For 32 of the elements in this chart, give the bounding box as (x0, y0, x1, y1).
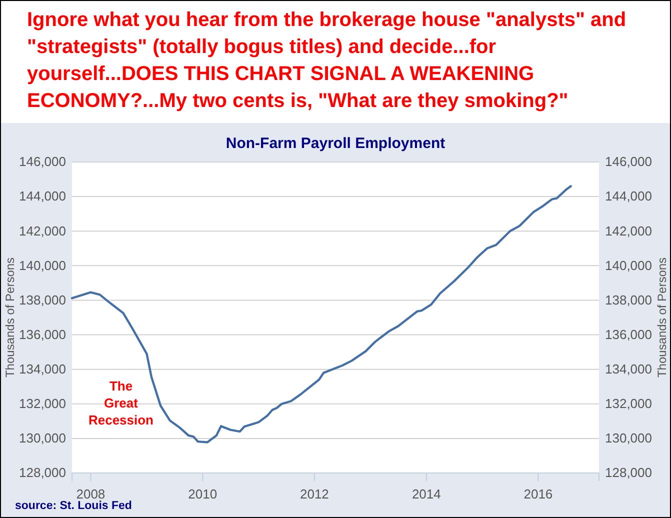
y2-tick-label: 134,000 (605, 361, 652, 376)
x-tick-label: 2010 (188, 486, 218, 502)
y2-tick-label: 136,000 (605, 326, 652, 342)
y-tick-label: 140,000 (19, 258, 66, 273)
x-tick-label: 2016 (524, 486, 553, 502)
y-tick-label: 144,000 (19, 188, 66, 204)
y-tick-label: 128,000 (19, 465, 66, 480)
y-tick-label: 146,000 (19, 154, 66, 170)
y-tick-label: 130,000 (19, 430, 66, 446)
annotation: The Great Recession (88, 378, 154, 428)
line-series (70, 185, 572, 444)
y2-tick-label: 144,000 (605, 188, 652, 204)
x-tick-label: 2012 (300, 486, 329, 502)
y2-tick-label: 146,000 (605, 154, 652, 170)
y2-axis-title: Thousands of Persons (655, 257, 670, 378)
y2-tick-label: 132,000 (605, 396, 652, 412)
y-tick-label: 132,000 (19, 396, 66, 412)
y-tick-label: 136,000 (19, 326, 66, 342)
y2-tick-label: 142,000 (605, 223, 652, 238)
text: Ignore what you hear from the brokerage house "analysts" and "strategists" (totally bogus titles) and decide...for yourself...DOES THIS CHART SIGNAL A WEAKENING ECONOMY?...My two cents is, "What are they smoking?" (27, 8, 627, 114)
y-axis-title: Thousands of Persons (3, 257, 18, 378)
x-tick-label: 2014 (412, 486, 441, 502)
y2-tick-label: 140,000 (605, 258, 652, 273)
y2-tick-label: 138,000 (605, 292, 652, 308)
source-note: source: St. Louis Fed (15, 500, 132, 512)
x-tick-label: 2008 (76, 486, 106, 502)
y2-tick-label: 128,000 (605, 465, 652, 480)
y-tick-label: 138,000 (19, 292, 66, 308)
chart-title: Non-Farm Payroll Employment (226, 135, 446, 152)
y-tick-label: 142,000 (19, 223, 66, 238)
y-tick-label: 134,000 (19, 361, 66, 376)
y2-tick-label: 130,000 (605, 430, 652, 446)
